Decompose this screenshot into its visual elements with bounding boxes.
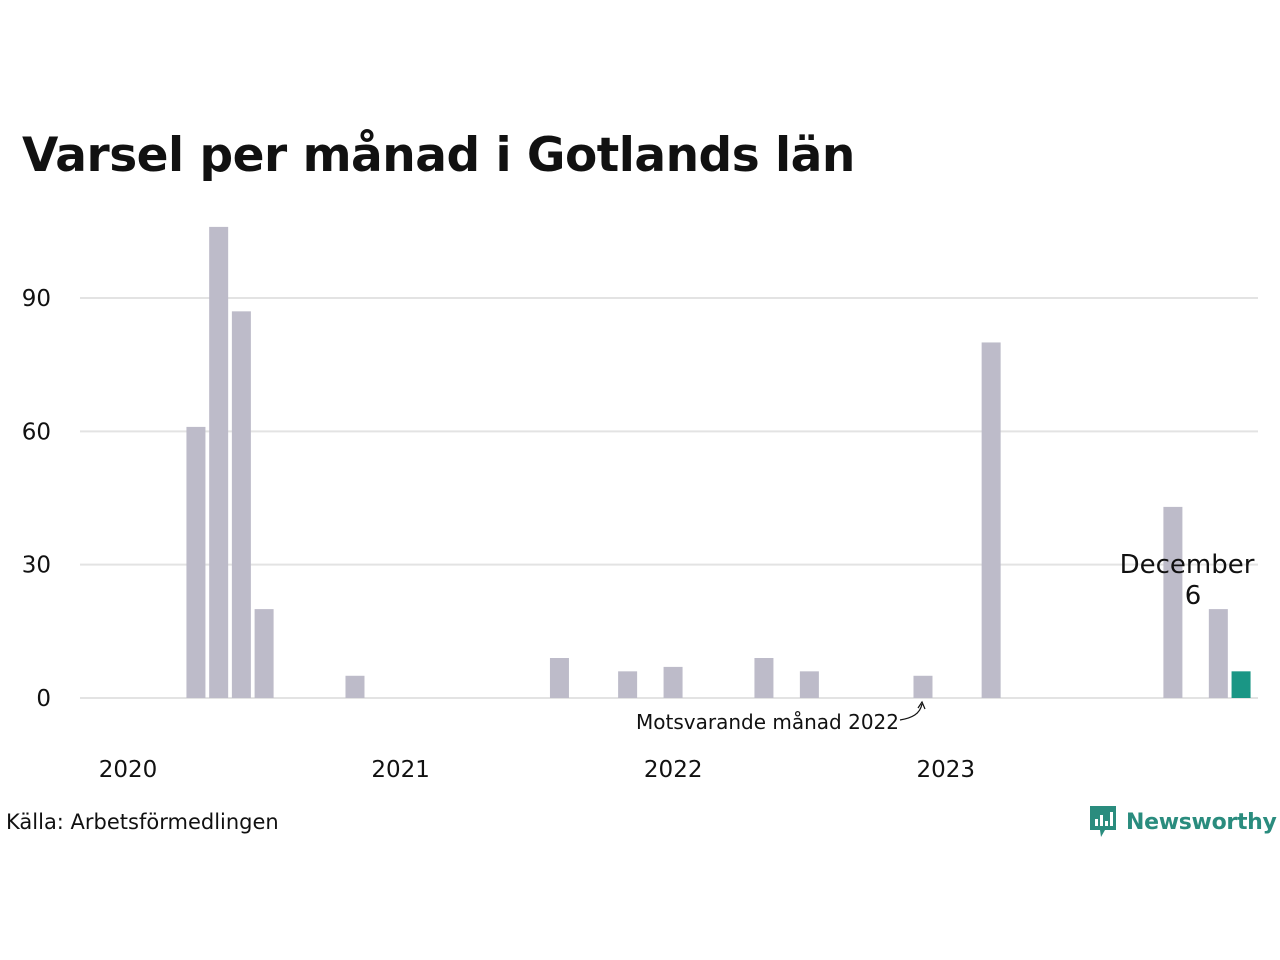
chart-title: Varsel per månad i Gotlands län [22, 128, 855, 183]
bars [186, 226, 1251, 698]
annotations: Motsvarande månad 2022 December 6 [636, 550, 1255, 734]
bar-2020-10 [345, 675, 365, 698]
bar-2021-07 [549, 658, 569, 698]
y-tick-label: 30 [22, 553, 51, 579]
y-tick-label: 0 [36, 686, 51, 712]
grid-layer [80, 297, 1258, 699]
bar-2023-02 [981, 342, 1001, 698]
newsworthy-icon [1090, 806, 1116, 837]
comparison-arrow-head [917, 700, 926, 710]
x-tick-label: 2023 [917, 757, 976, 783]
bar-2021-10 [618, 671, 638, 698]
bar-2020-06 [254, 609, 274, 698]
comparison-annotation: Motsvarande månad 2022 [636, 710, 899, 734]
comparison-arrow [899, 703, 923, 721]
x-tick-label: 2022 [644, 757, 703, 783]
bar-2020-03 [186, 426, 206, 698]
brand-name: Newsworthy [1126, 809, 1277, 835]
y-tick-label: 90 [22, 286, 51, 312]
bar-2020-04 [209, 226, 229, 698]
bar-m48 [1231, 671, 1251, 698]
bar-2021-12 [663, 666, 683, 698]
x-tick-label: 2021 [371, 757, 430, 783]
bar-2020-05 [231, 311, 251, 698]
y-tick-label: 60 [22, 419, 51, 445]
y-axis-ticks: 0 30 60 90 [22, 286, 51, 712]
newsworthy-logo: Newsworthy [1088, 802, 1277, 842]
highlight-value-label: 6 [1185, 581, 1202, 611]
source-note: Källa: Arbetsförmedlingen [6, 810, 279, 834]
bar-2023-10 [1163, 506, 1183, 698]
bar-2022-11 [913, 675, 933, 698]
bar-2022-04 [754, 658, 774, 698]
bar-2022-06 [799, 671, 819, 698]
x-axis-ticks: 2020 2021 2022 2023 [99, 757, 975, 783]
bar-2023-12 [1208, 609, 1228, 698]
highlight-month-label: December [1120, 550, 1255, 580]
x-tick-label: 2020 [99, 757, 158, 783]
